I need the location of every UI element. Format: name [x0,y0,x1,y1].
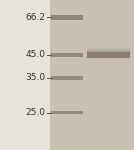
Bar [50,0,134,150]
Text: 66.2: 66.2 [26,13,46,22]
Text: 35.0: 35.0 [25,74,46,82]
Bar [51,111,83,114]
Bar [51,76,83,80]
Text: 45.0: 45.0 [26,50,46,59]
Bar [87,53,130,57]
Bar [87,54,130,59]
Bar [87,48,130,53]
Text: 25.0: 25.0 [26,108,46,117]
Bar [51,15,83,20]
Bar [87,50,130,54]
Bar [51,53,83,57]
Bar [87,52,130,58]
